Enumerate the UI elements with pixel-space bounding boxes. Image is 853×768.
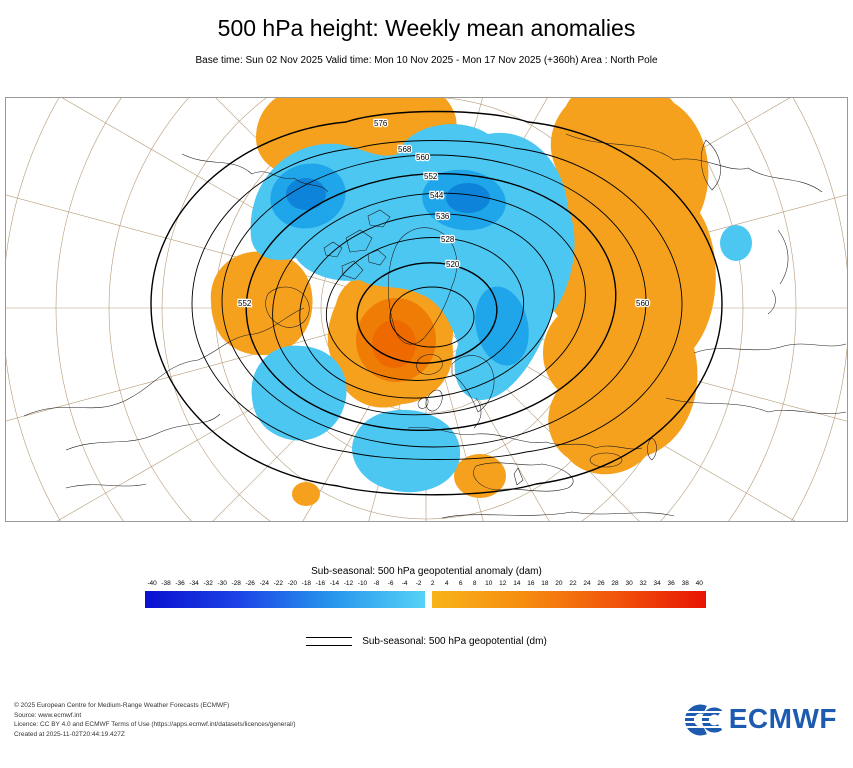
contour-label: 520 bbox=[446, 260, 460, 269]
positive-anomaly-region bbox=[210, 251, 313, 356]
mediterranean-coastline bbox=[473, 462, 574, 492]
contour-legend: Sub-seasonal: 500 hPa geopotential (dm) bbox=[0, 636, 853, 647]
colorbar-tick: 14 bbox=[513, 580, 521, 587]
negative-colorbar bbox=[145, 591, 425, 608]
colorbar-tick: 26 bbox=[597, 580, 605, 587]
footer-line: Source: www.ecmwf.int bbox=[14, 711, 82, 719]
ecmwf-logo: ECMWF bbox=[676, 702, 837, 736]
contour-label: 576 bbox=[374, 119, 388, 128]
contour-legend-label: Sub-seasonal: 500 hPa geopotential (dm) bbox=[362, 636, 547, 647]
colorbar-tick: 38 bbox=[681, 580, 689, 587]
map-frame: 576 568 560 552 544 536 528 520 552 560 bbox=[5, 97, 848, 522]
colorbar-tick: 20 bbox=[555, 580, 563, 587]
positive-anomaly-region bbox=[542, 98, 716, 475]
british-isles-coastline bbox=[425, 389, 443, 412]
footer-credits: © 2025 European Centre for Medium-Range … bbox=[14, 701, 296, 739]
positive-anomaly-region bbox=[292, 482, 320, 506]
colorbar-tick: -4 bbox=[401, 580, 408, 587]
colorbar-tick: 18 bbox=[541, 580, 549, 587]
colorbar-tick: 6 bbox=[458, 580, 463, 587]
colorbar-tick: 22 bbox=[569, 580, 577, 587]
colorbar-tick: 8 bbox=[472, 580, 477, 587]
ecmwf-logo-mark bbox=[676, 704, 723, 736]
colorbar-tick: 10 bbox=[485, 580, 493, 587]
colorbar-tick: 12 bbox=[499, 580, 507, 587]
japan-coastline bbox=[777, 229, 789, 285]
geopotential-contours bbox=[150, 110, 723, 496]
anomaly-colorbar: -40 -38 -36 -34 -32 -30 -28 -26 -24 -22 -20 -18 -16-… bbox=[145, 580, 706, 610]
contour-line-symbol bbox=[306, 637, 353, 646]
negative-anomaly-region bbox=[720, 225, 752, 261]
contour-labels: 576 568 560 552 544 536 528 520 552 560 bbox=[237, 118, 651, 310]
colorbar-tick: -16 bbox=[315, 580, 326, 587]
negative-anomaly-deep-core bbox=[446, 183, 490, 213]
positive-anomaly-region bbox=[454, 454, 506, 498]
negative-anomaly-region bbox=[352, 409, 461, 493]
negative-anomaly-deep-core bbox=[286, 178, 326, 210]
colorbar-tick: -40 bbox=[147, 580, 157, 587]
contour-label: 560 bbox=[636, 299, 650, 308]
colorbar-tick: -2 bbox=[415, 580, 422, 587]
colorbar-tick: 34 bbox=[653, 580, 661, 587]
colorbar-title: Sub-seasonal: 500 hPa geopotential anoma… bbox=[311, 566, 542, 577]
contour-label: 528 bbox=[441, 235, 455, 244]
colorbar-tick: 4 bbox=[444, 580, 449, 587]
anomaly-map: 576 568 560 552 544 536 528 520 552 560 bbox=[6, 98, 847, 521]
colorbar-tick: -10 bbox=[357, 580, 368, 587]
positive-anomaly-core bbox=[372, 320, 416, 368]
greenland-coastline bbox=[387, 227, 458, 345]
colorbar-tick: 24 bbox=[583, 580, 591, 587]
negative-anomaly-region bbox=[251, 345, 347, 441]
iceland-coastline bbox=[416, 354, 443, 375]
contour-label: 536 bbox=[436, 212, 450, 221]
colorbar-tick: -36 bbox=[175, 580, 185, 587]
colorbar-tick: -8 bbox=[373, 580, 380, 587]
footer-line: Created at 2025-11-02T20:44:19.427Z bbox=[14, 730, 125, 738]
colorbar-tick: -28 bbox=[231, 580, 241, 587]
coastlines bbox=[23, 133, 847, 519]
colorbar-tick: 16 bbox=[527, 580, 535, 587]
page-subtitle: Base time: Sun 02 Nov 2025 Valid time: M… bbox=[195, 55, 658, 66]
contour-label: 560 bbox=[416, 153, 430, 162]
colorbar-tick: -30 bbox=[217, 580, 227, 587]
colorbar-tick: -18 bbox=[301, 580, 312, 587]
scandinavia-coastline bbox=[451, 355, 495, 413]
colorbar-tick: -38 bbox=[161, 580, 171, 587]
colorbar-tick: 40 bbox=[695, 580, 703, 587]
colorbar-tick: -14 bbox=[329, 580, 340, 587]
colorbar-tick: -24 bbox=[259, 580, 269, 587]
contour-label: 552 bbox=[238, 299, 252, 308]
colorbar-tick: 36 bbox=[667, 580, 675, 587]
colorbar-tick: 28 bbox=[611, 580, 619, 587]
footer-line: Licence: CC BY 4.0 and ECMWF Terms of Us… bbox=[14, 721, 296, 728]
page-title: 500 hPa height: Weekly mean anomalies bbox=[217, 15, 636, 41]
colorbar-tick: 32 bbox=[639, 580, 647, 587]
colorbar-tick: -22 bbox=[273, 580, 283, 587]
colorbar-tick: -20 bbox=[287, 580, 298, 587]
colorbar-bars bbox=[145, 591, 706, 608]
footer-line: © 2025 European Centre for Medium-Range … bbox=[14, 702, 230, 709]
ecmwf-logo-text: ECMWF bbox=[728, 703, 837, 734]
contour-label: 552 bbox=[424, 172, 438, 181]
colorbar-tick: -34 bbox=[189, 580, 199, 587]
contour-label: 568 bbox=[398, 145, 412, 154]
negative-anomaly-fills bbox=[250, 124, 752, 493]
positive-colorbar bbox=[432, 591, 706, 608]
contour-label: 544 bbox=[430, 191, 444, 200]
colorbar-tick: 30 bbox=[625, 580, 633, 587]
colorbar-tick: -12 bbox=[343, 580, 354, 587]
colorbar-tick: -32 bbox=[203, 580, 213, 587]
colorbar-tick: 2 bbox=[430, 580, 435, 587]
kamchatka-coastline bbox=[700, 139, 721, 191]
colorbar-tick: -26 bbox=[245, 580, 255, 587]
colorbar-tick: -6 bbox=[387, 580, 394, 587]
colorbar-ticks: -40 -38 -36 -34 -32 -30 -28 -26 -24 -22 -20 -18 -16-… bbox=[145, 580, 706, 590]
negative-anomaly-core bbox=[475, 286, 529, 366]
